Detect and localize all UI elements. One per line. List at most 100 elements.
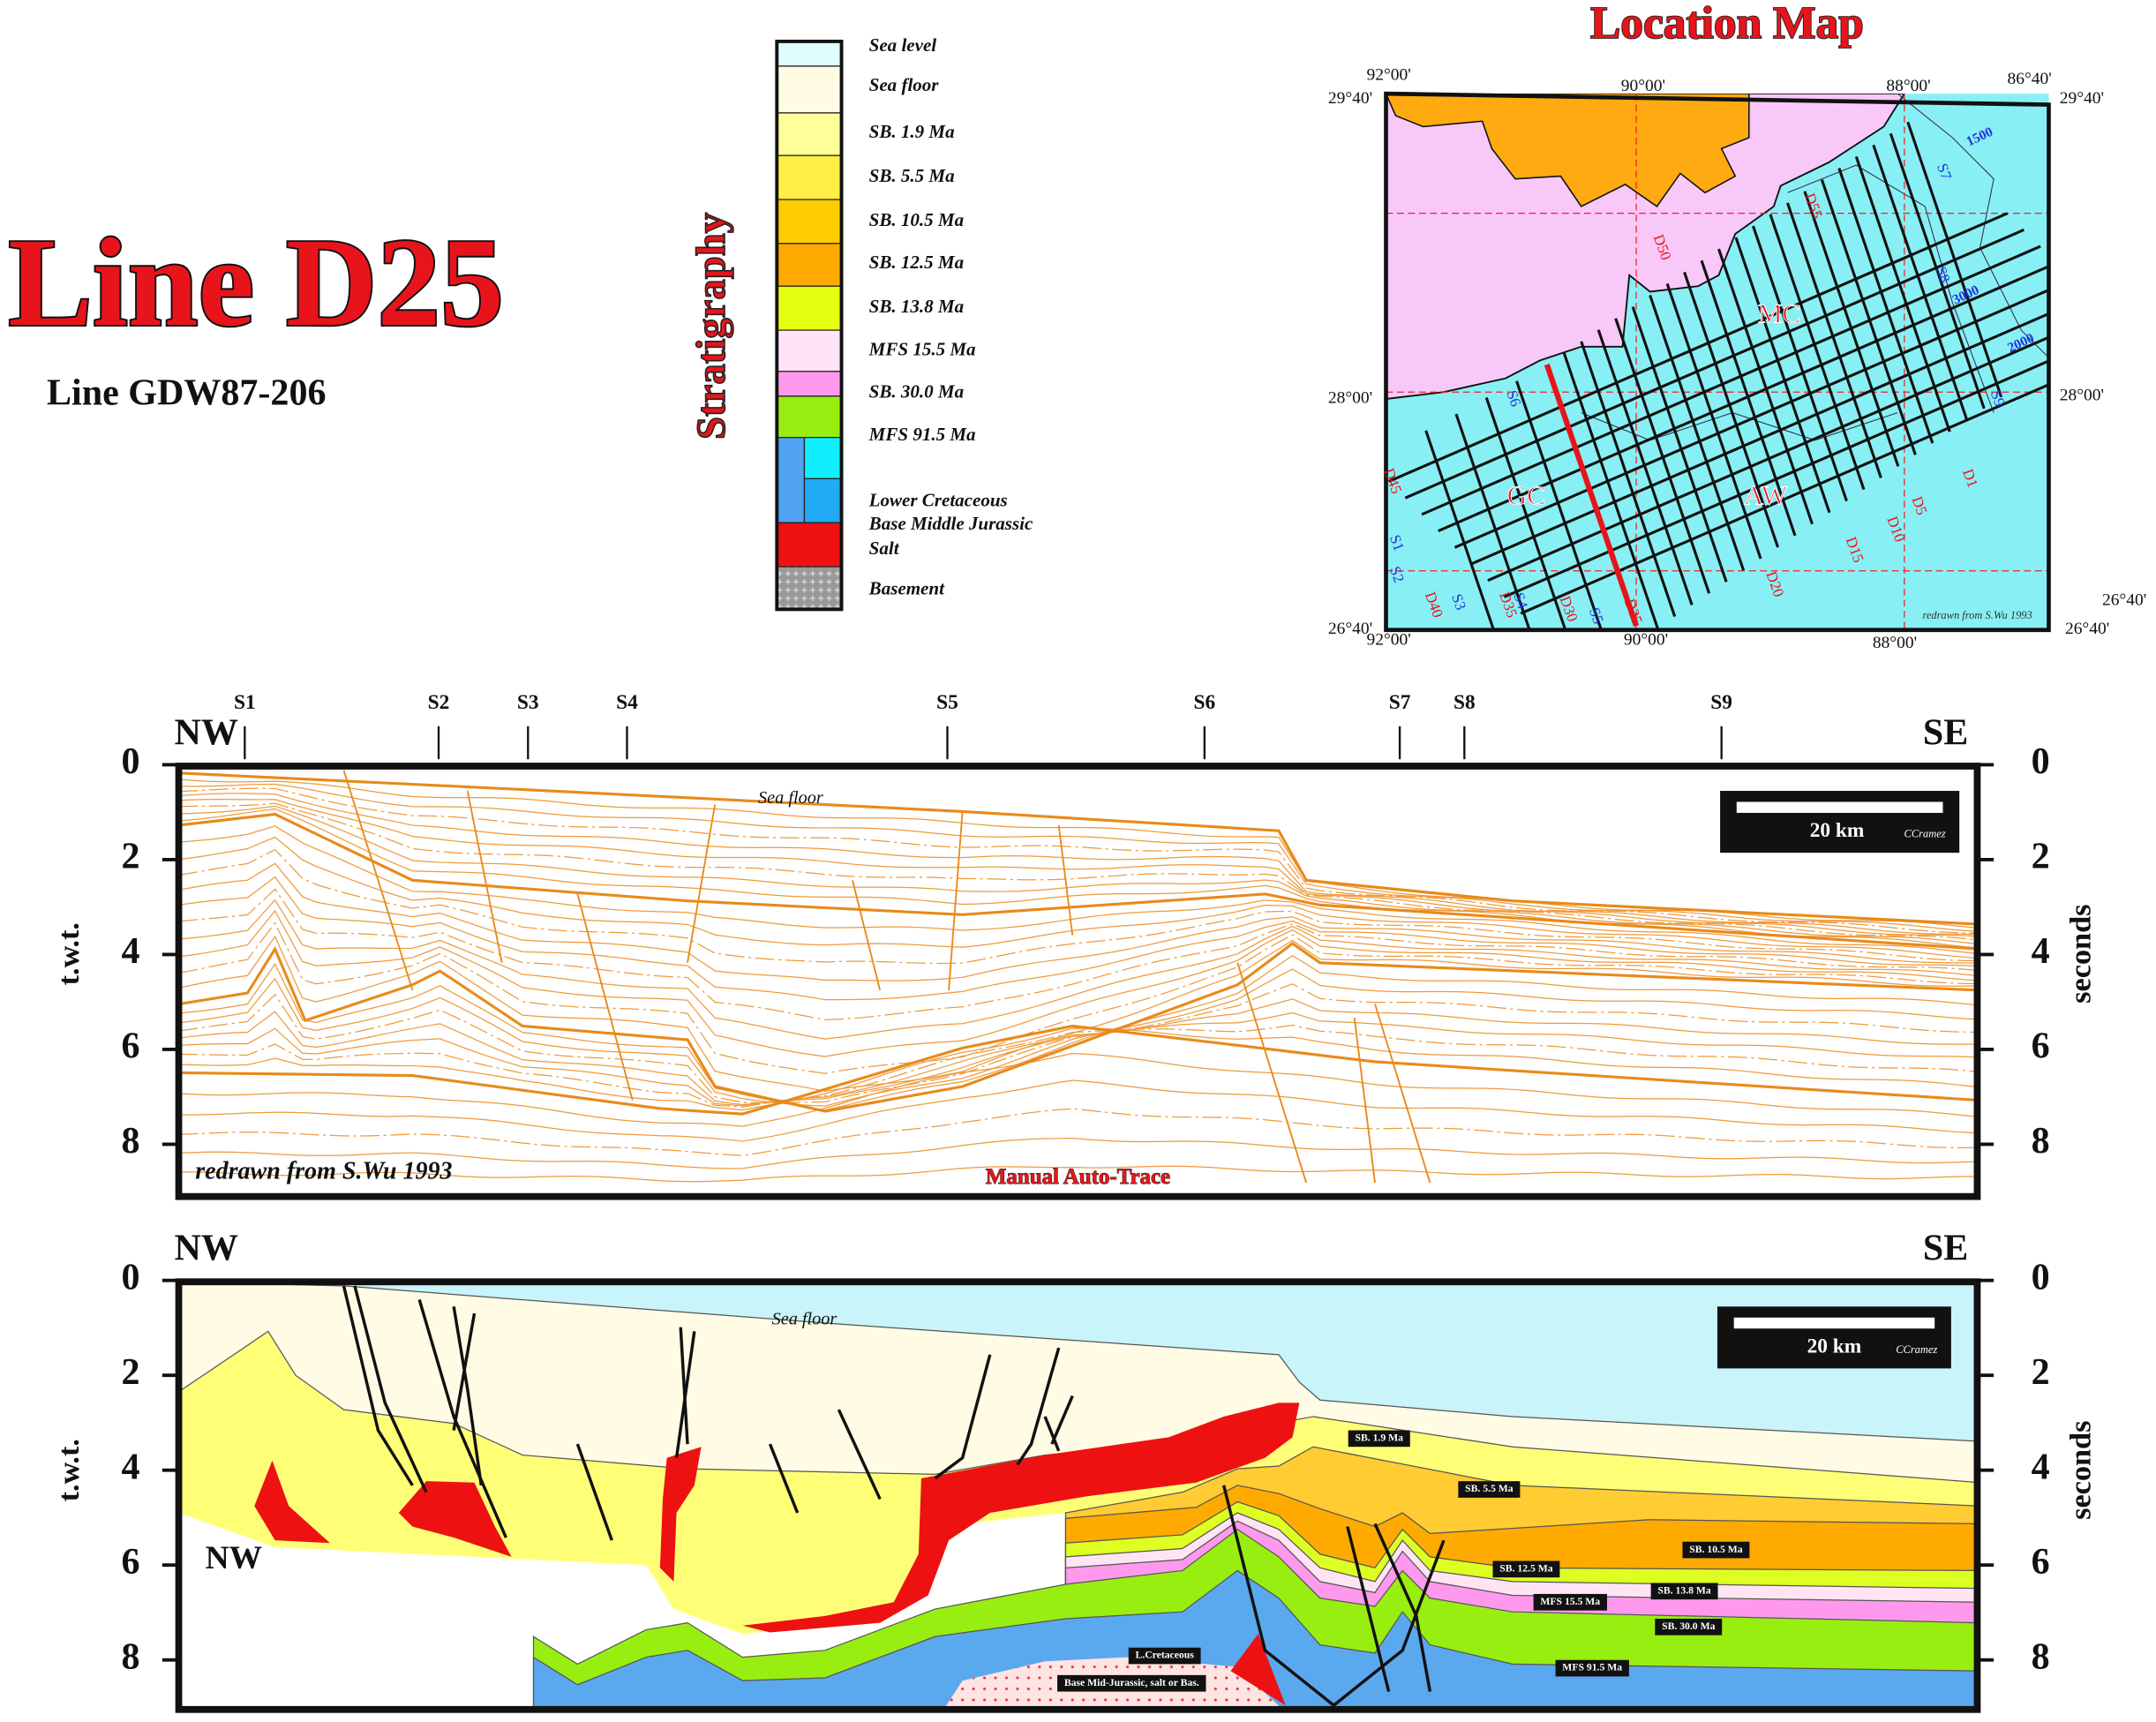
fault xyxy=(1346,1526,1391,1692)
isobath xyxy=(1787,164,1994,413)
tick-label: 6 xyxy=(2032,1542,2050,1583)
fault xyxy=(1236,962,1308,1184)
survey-line xyxy=(1665,282,1762,560)
fault xyxy=(342,770,414,991)
reflector xyxy=(178,1011,1978,1107)
fault xyxy=(466,790,503,963)
reflector xyxy=(178,862,1978,981)
lat-label: 26°40' xyxy=(1328,620,1372,638)
legend-swatch xyxy=(803,477,843,523)
lon-label: 90°00' xyxy=(1621,77,1665,95)
legend-swatch xyxy=(803,437,843,479)
survey-line xyxy=(1889,132,1986,410)
horizon-label-box xyxy=(1057,1674,1206,1692)
survey-line xyxy=(1820,179,1917,455)
survey-line xyxy=(1484,396,1567,630)
line-label: S8 xyxy=(1932,264,1953,285)
fault xyxy=(576,893,634,1101)
axis-title: t.w.t. xyxy=(52,922,86,985)
horizon-label-box xyxy=(1492,1560,1560,1578)
tick-label: 0 xyxy=(2032,741,2050,782)
unit-salt xyxy=(659,1447,702,1582)
horizon-label: MFS 91.5 Ma xyxy=(1562,1662,1622,1673)
legend-title: Stratigraphy xyxy=(688,213,734,440)
horizon-label-box xyxy=(1128,1647,1201,1665)
reflector xyxy=(178,787,1978,934)
end-label: NW xyxy=(174,712,237,753)
shotpoint-label: S3 xyxy=(517,691,539,714)
horizon-label: SB. 1.9 Ma xyxy=(1355,1432,1403,1444)
map xyxy=(1386,94,2049,630)
lon-label: 86°40' xyxy=(2008,70,2052,88)
legend-swatch xyxy=(776,522,843,568)
survey-line xyxy=(1470,312,2049,566)
shotpoint-label: S1 xyxy=(234,691,256,714)
horizon-label: SB. 13.8 Ma xyxy=(1657,1585,1710,1597)
area-label: MC xyxy=(1758,298,1800,329)
fault xyxy=(948,811,964,991)
legend-label: Basement xyxy=(868,577,945,598)
tick-label: 6 xyxy=(121,1542,139,1583)
shotpoint-label: S5 xyxy=(936,691,958,714)
line-label: S6 xyxy=(1503,388,1524,410)
scale-label: 20 km xyxy=(1810,819,1865,842)
legend-label: MFS 15.5 Ma xyxy=(868,338,976,359)
tick-label: 4 xyxy=(2032,931,2050,972)
fault xyxy=(452,1306,484,1486)
legend-swatch xyxy=(776,329,843,372)
fault xyxy=(1043,1416,1061,1452)
fault xyxy=(934,1354,992,1480)
survey-line xyxy=(1837,168,1934,444)
tick-label: 8 xyxy=(121,1121,139,1162)
fault xyxy=(674,1331,696,1458)
shotpoint-label: S4 xyxy=(616,691,638,714)
axis-title: seconds xyxy=(2063,1421,2097,1520)
horizon xyxy=(178,942,1978,1113)
fault xyxy=(1057,824,1074,936)
method-label: Manual Auto-Trace xyxy=(986,1165,1170,1189)
line-label: S4 xyxy=(1510,590,1531,612)
unit-salt xyxy=(398,1481,512,1557)
map-title: Location Map xyxy=(1590,0,1864,49)
survey-line xyxy=(1717,248,1814,525)
legend-label: Base Middle Jurassic xyxy=(868,513,1033,534)
horizon-label: SB. 12.5 Ma xyxy=(1499,1563,1552,1575)
legend-label: SB. 10.5 Ma xyxy=(869,209,964,230)
horizon-label-box xyxy=(1348,1430,1410,1448)
tick-label: 2 xyxy=(2032,837,2050,877)
legend-swatch xyxy=(776,566,843,611)
reflector xyxy=(178,1024,1978,1109)
lon-label: 92°00' xyxy=(1366,631,1410,650)
sea-floor-label: Sea floor xyxy=(772,1310,838,1329)
line-label: S1 xyxy=(1386,532,1408,553)
line-label: S5 xyxy=(1586,605,1607,627)
scale-bar-inner xyxy=(1736,801,1943,813)
survey-line xyxy=(1769,214,1866,491)
horizon-label: Base Mid-Jurassic, salt or Bas. xyxy=(1064,1677,1199,1688)
tick-label: 8 xyxy=(121,1636,139,1677)
fault xyxy=(852,880,882,991)
legend-label: SB. 13.8 Ma xyxy=(869,296,964,317)
scale-bar xyxy=(1720,791,1960,853)
inner-label: NW xyxy=(206,1540,262,1576)
survey-line xyxy=(1387,212,2009,483)
tick-label: 0 xyxy=(121,1257,139,1297)
seismic-lines xyxy=(178,765,1978,1197)
fault xyxy=(353,1285,428,1493)
fault xyxy=(342,1285,414,1486)
reflector xyxy=(178,783,1978,932)
line-label: S3 xyxy=(1448,591,1469,613)
lat-label: 26°40' xyxy=(2102,591,2146,610)
section-frame xyxy=(175,763,1981,1200)
unit-salt xyxy=(742,1402,1300,1633)
survey-line xyxy=(1520,383,2049,615)
legend-swatch xyxy=(776,41,843,67)
reflector xyxy=(178,848,1978,965)
scale-label: 20 km xyxy=(1807,1335,1862,1357)
shotpoint-label: S8 xyxy=(1454,691,1476,714)
horizon-label: L.Cretaceous xyxy=(1136,1650,1195,1661)
end-label: SE xyxy=(1923,1229,1968,1269)
unit-salt xyxy=(1230,1634,1286,1706)
survey-line xyxy=(1487,335,2049,583)
axis-title: t.w.t. xyxy=(52,1439,86,1501)
